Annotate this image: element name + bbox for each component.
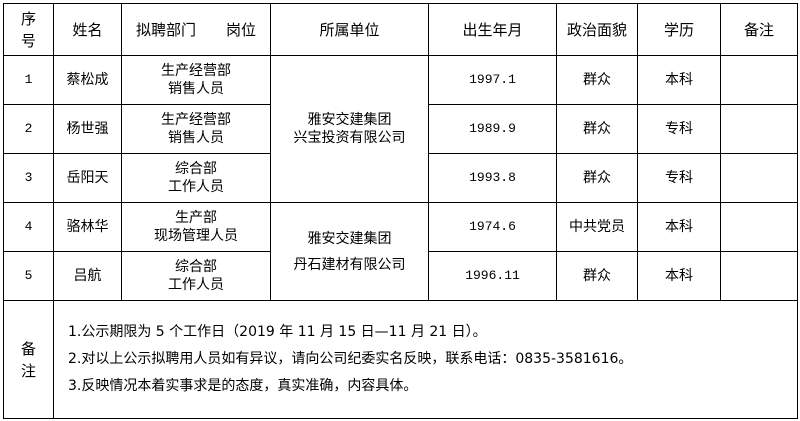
row-education: 本科 <box>637 202 721 252</box>
row-dept-post: 综合部 工作人员 <box>121 153 271 203</box>
header-education: 学历 <box>637 3 721 56</box>
row-birth: 1997.1 <box>428 55 557 105</box>
note-line: 2.对以上公示拟聘用人员如有异议，请向公司纪委实名反映，联系电话：0835-35… <box>68 351 633 367</box>
row-unit: 雅安交建集团 丹石建材有限公司 <box>270 202 429 301</box>
note-line: 3.反映情况本着实事求是的态度，真实准确，内容具体。 <box>68 378 418 394</box>
row-seq: 4 <box>3 202 54 252</box>
row-name: 骆林华 <box>53 202 122 252</box>
candidate-table: 序号 姓名 拟聘部门 岗位 所属单位 出生年月 政治面貌 学历 备注 1 蔡松成… <box>3 3 798 419</box>
row-education: 专科 <box>637 153 721 203</box>
header-dept-post: 拟聘部门 岗位 <box>121 3 271 56</box>
row-remarks <box>720 55 798 105</box>
table-row: 2 杨世强 生产经营部 销售人员 1989.9 群众 专科 <box>3 104 798 154</box>
row-dept-post: 生产部 现场管理人员 <box>121 202 271 252</box>
row-name: 杨世强 <box>53 104 122 154</box>
row-name: 蔡松成 <box>53 55 122 105</box>
row-unit: 雅安交建集团 兴宝投资有限公司 <box>270 55 429 203</box>
row-political: 群众 <box>556 153 638 203</box>
row-seq: 2 <box>3 104 54 154</box>
row-birth: 1993.8 <box>428 153 557 203</box>
row-name: 岳阳天 <box>53 153 122 203</box>
header-name: 姓名 <box>53 3 122 56</box>
row-seq: 5 <box>3 251 54 301</box>
row-remarks <box>720 202 798 252</box>
header-seq: 序号 <box>3 3 54 56</box>
row-birth: 1989.9 <box>428 104 557 154</box>
row-education: 专科 <box>637 104 721 154</box>
row-political: 群众 <box>556 104 638 154</box>
row-dept-post: 生产经营部 销售人员 <box>121 55 271 105</box>
row-birth: 1996.11 <box>428 251 557 301</box>
table-row: 3 岳阳天 综合部 工作人员 1993.8 群众 专科 <box>3 153 798 203</box>
notes-row: 备注 1.公示期限为 5 个工作日（2019 年 11 月 15 日—11 月 … <box>3 300 798 419</box>
row-dept-post: 生产经营部 销售人员 <box>121 104 271 154</box>
row-birth: 1974.6 <box>428 202 557 252</box>
row-remarks <box>720 153 798 203</box>
table-row: 5 吕航 综合部 工作人员 1996.11 群众 本科 <box>3 251 798 301</box>
row-political: 群众 <box>556 55 638 105</box>
note-line: 1.公示期限为 5 个工作日（2019 年 11 月 15 日—11 月 21 … <box>68 324 487 340</box>
row-dept-post: 综合部 工作人员 <box>121 251 271 301</box>
notes-content: 1.公示期限为 5 个工作日（2019 年 11 月 15 日—11 月 21 … <box>53 300 798 419</box>
row-remarks <box>720 104 798 154</box>
row-seq: 1 <box>3 55 54 105</box>
row-education: 本科 <box>637 55 721 105</box>
header-remarks: 备注 <box>720 3 798 56</box>
row-seq: 3 <box>3 153 54 203</box>
row-remarks <box>720 251 798 301</box>
header-birth: 出生年月 <box>428 3 557 56</box>
header-row: 序号 姓名 拟聘部门 岗位 所属单位 出生年月 政治面貌 学历 备注 <box>3 3 798 56</box>
row-political: 群众 <box>556 251 638 301</box>
table-row: 4 骆林华 生产部 现场管理人员 雅安交建集团 丹石建材有限公司 1974.6 中共… <box>3 202 798 301</box>
row-political: 中共党员 <box>556 202 638 252</box>
header-unit: 所属单位 <box>270 3 429 56</box>
notes-label: 备注 <box>3 300 54 419</box>
header-political: 政治面貌 <box>556 3 638 56</box>
row-education: 本科 <box>637 251 721 301</box>
row-name: 吕航 <box>53 251 122 301</box>
table-row: 1 蔡松成 生产经营部 销售人员 雅安交建集团 兴宝投资有限公司 1997.1 群众… <box>3 55 798 203</box>
